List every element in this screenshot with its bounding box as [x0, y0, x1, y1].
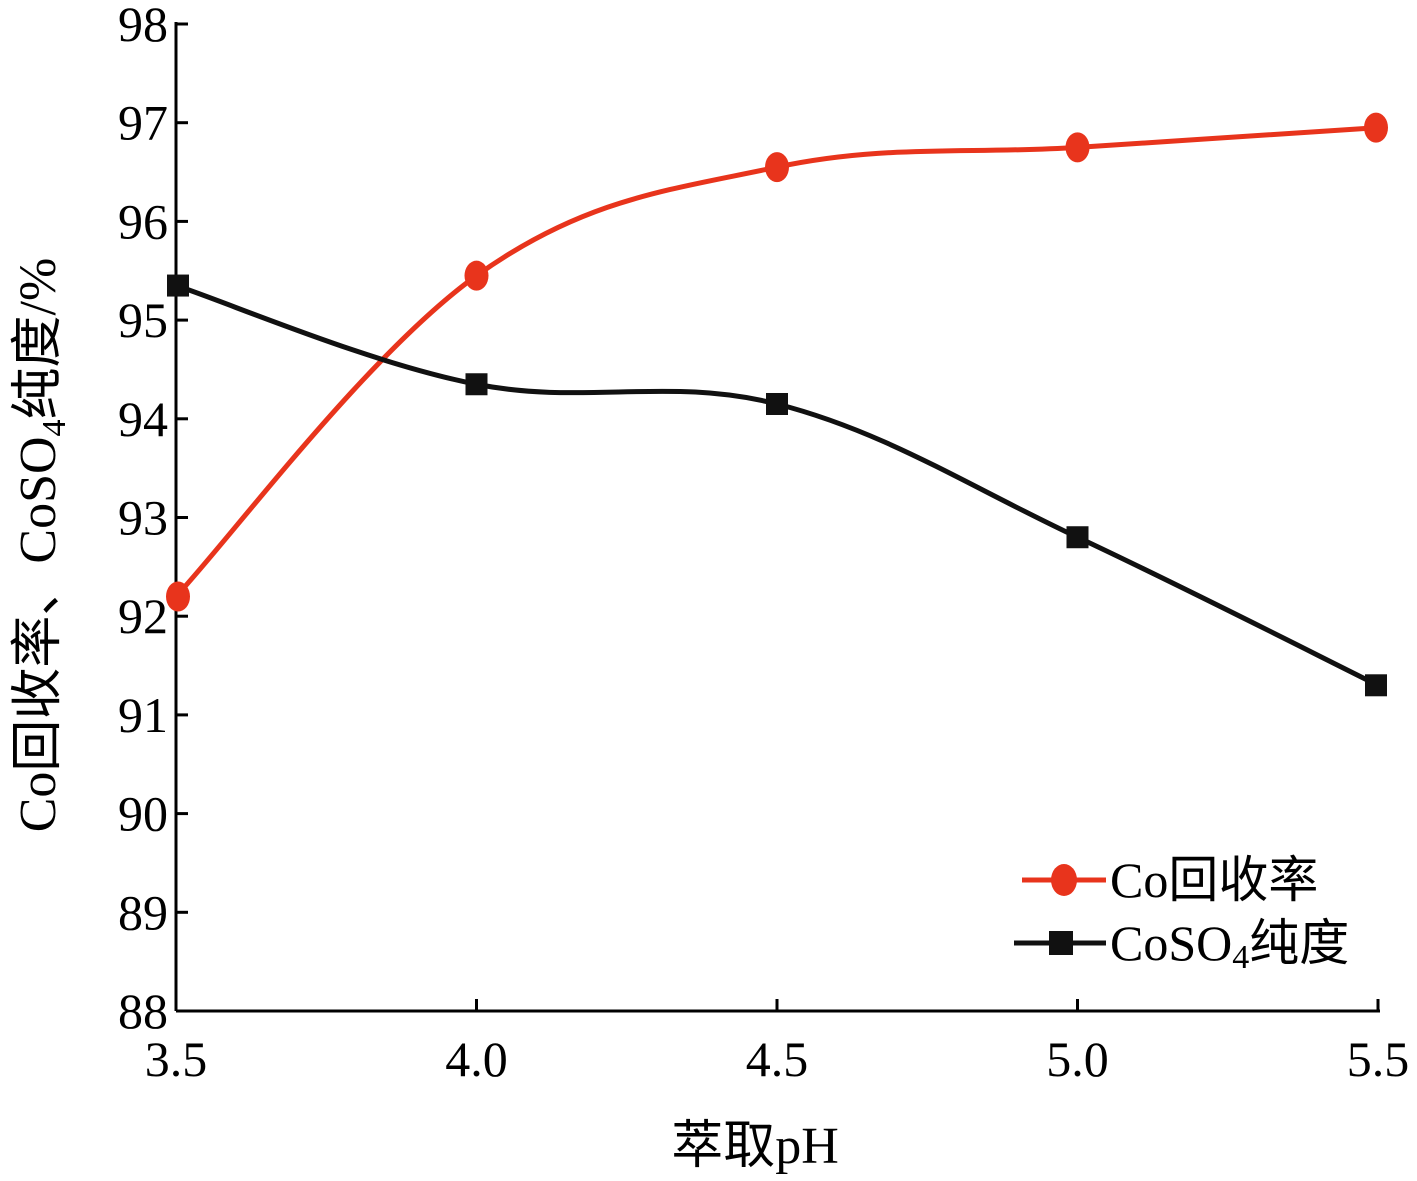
- data-point-coso4-purity: [766, 392, 788, 415]
- series-layer: [166, 112, 1388, 697]
- data-point-coso4-purity: [465, 373, 488, 396]
- legend-label-coso4-main: CoSO: [1110, 915, 1232, 971]
- y-axis-title: Co回收率、CoSO4纯度/%: [10, 258, 73, 833]
- x-axis-title: 萃取pH: [671, 1118, 839, 1175]
- legend-label-coso4-subscript: 4: [1232, 939, 1249, 976]
- y-tick-label: 88: [118, 983, 168, 1039]
- x-tick-label: 4.5: [746, 1031, 809, 1087]
- data-point-co-recovery: [166, 581, 190, 612]
- y-tick-label: 97: [118, 95, 168, 151]
- x-tick-label: 4.0: [445, 1031, 508, 1087]
- y-tick-label: 92: [118, 588, 168, 644]
- series-line-co-recovery: [174, 125, 1379, 599]
- data-point-co-recovery: [464, 260, 489, 291]
- legend-entry-coso4-purity: CoSO4纯度: [1014, 915, 1349, 976]
- data-point-coso4-purity: [1365, 674, 1387, 697]
- y-axis-title-main: Co回收率、CoSO: [10, 436, 67, 832]
- y-axis-title-tail: 纯度/%: [10, 258, 67, 420]
- x-tick-label: 5.5: [1347, 1031, 1410, 1087]
- legend-label-coso4-tail: 纯度: [1249, 915, 1349, 971]
- y-tick-label: 95: [118, 292, 168, 348]
- x-ticks: 3.5 4.0 4.5 5.0 5.5: [145, 999, 1410, 1087]
- y-tick-label: 98: [118, 0, 168, 52]
- y-tick-label: 89: [118, 884, 168, 940]
- data-point-co-recovery: [1364, 112, 1388, 143]
- legend: Co回收率 CoSO4纯度: [1014, 852, 1349, 976]
- y-tick-label: 96: [118, 193, 168, 249]
- y-tick-label: 91: [118, 687, 168, 743]
- y-axis-title-subscript: 4: [36, 419, 73, 436]
- legend-entry-co-recovery: Co回收率: [1022, 852, 1318, 908]
- y-tick-label: 90: [118, 786, 168, 842]
- x-tick-label: 5.0: [1046, 1031, 1109, 1087]
- y-tick-label: 93: [118, 490, 168, 546]
- legend-marker-coso4-purity: [1049, 931, 1073, 955]
- data-point-co-recovery: [1065, 132, 1090, 163]
- legend-marker-co-recovery: [1051, 864, 1077, 896]
- x-tick-label: 3.5: [145, 1031, 208, 1087]
- y-tick-label: 94: [118, 391, 168, 447]
- legend-label-co-recovery: Co回收率: [1110, 852, 1318, 908]
- y-ticks: 88 89 90 91 92 93 94 95 96 97 98: [118, 0, 188, 1039]
- data-point-co-recovery: [765, 152, 789, 183]
- series-line-coso4-purity: [175, 283, 1380, 688]
- data-point-coso4-purity: [167, 274, 189, 297]
- legend-label-coso4-purity: CoSO4纯度: [1110, 915, 1349, 976]
- data-point-coso4-purity: [1066, 526, 1089, 549]
